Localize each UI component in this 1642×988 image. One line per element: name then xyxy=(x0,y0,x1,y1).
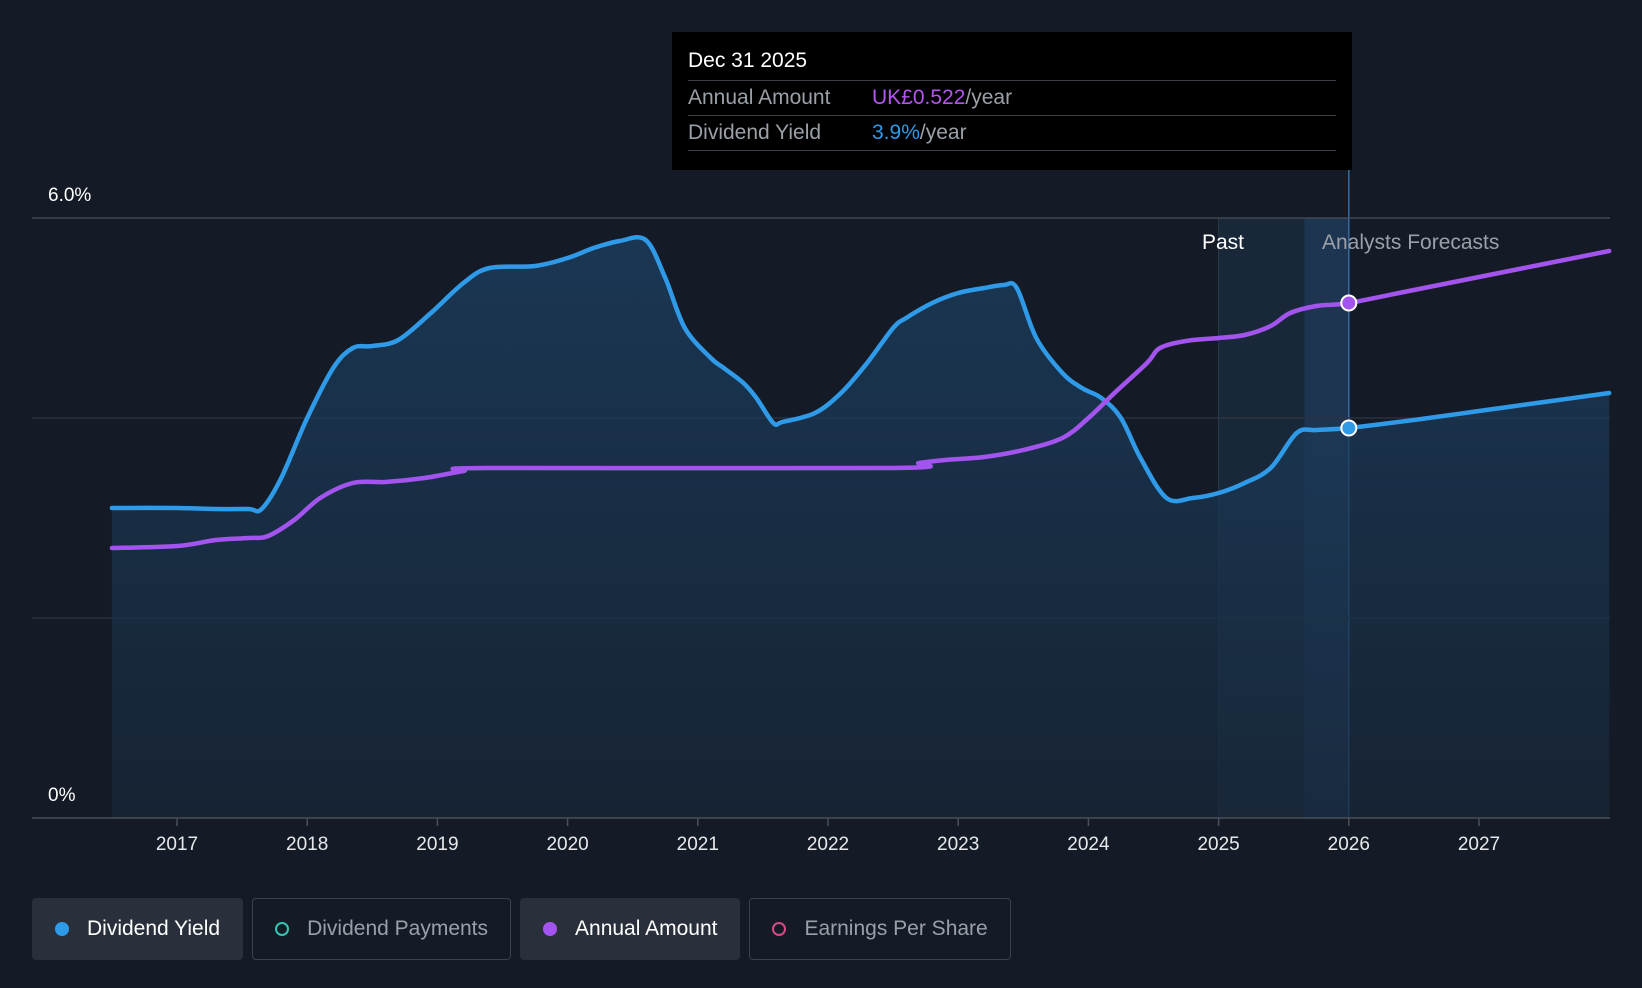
x-tick-label: 2023 xyxy=(937,834,979,855)
x-tick-label: 2022 xyxy=(807,834,849,855)
annual-amount-highlight-point xyxy=(1340,294,1358,312)
chart-legend: Dividend Yield Dividend Payments Annual … xyxy=(32,898,1020,960)
legend-label: Dividend Payments xyxy=(307,917,489,940)
tooltip-key: Annual Amount xyxy=(688,86,831,109)
legend-earnings-per-share[interactable]: Earnings Per Share xyxy=(749,898,1011,960)
tooltip-date: Dec 31 2025 xyxy=(688,46,1336,81)
legend-annual-amount[interactable]: Annual Amount xyxy=(520,898,741,960)
y-tick-label-max: 6.0% xyxy=(48,185,91,206)
legend-dividend-payments[interactable]: Dividend Payments xyxy=(252,898,512,960)
tooltip-unit: /year xyxy=(919,121,967,144)
forecast-region-label: Analysts Forecasts xyxy=(1322,231,1499,254)
x-tick-label: 2020 xyxy=(546,834,588,855)
x-tick-label: 2024 xyxy=(1067,834,1110,855)
x-tick-label: 2019 xyxy=(416,834,458,855)
x-tick-label: 2025 xyxy=(1197,834,1239,855)
legend-label: Earnings Per Share xyxy=(804,917,988,940)
legend-label: Annual Amount xyxy=(575,917,718,940)
x-tick-label: 2026 xyxy=(1328,834,1370,855)
legend-label: Dividend Yield xyxy=(87,917,221,940)
dividend-yield-highlight-point xyxy=(1340,419,1358,437)
tooltip-key: Dividend Yield xyxy=(688,121,822,144)
x-tick-label: 2021 xyxy=(677,834,719,855)
legend-dot-icon xyxy=(543,922,558,936)
legend-dot-icon xyxy=(275,922,290,936)
legend-dot-icon xyxy=(55,922,69,936)
tooltip-row-dividend-yield: Dividend Yield 3.9% /year xyxy=(688,116,1336,151)
tooltip-unit: /year xyxy=(965,86,1013,109)
legend-dividend-yield[interactable]: Dividend Yield xyxy=(32,898,244,960)
legend-dot-icon xyxy=(772,922,787,936)
tooltip-row-annual-amount: Annual Amount UK£0.522 /year xyxy=(688,81,1336,116)
x-tick-label: 2017 xyxy=(156,834,198,855)
y-tick-label-zero: 0% xyxy=(48,785,76,806)
annual-amount-line xyxy=(109,248,1612,551)
tooltip-value: 3.9% xyxy=(872,121,920,144)
x-tick-label: 2018 xyxy=(286,834,328,855)
chart-tooltip: Dec 31 2025 Annual Amount UK£0.522 /year… xyxy=(672,32,1352,170)
past-region-label: Past xyxy=(1202,231,1244,254)
dividend-yield-line xyxy=(109,235,1612,514)
x-tick-label: 2027 xyxy=(1458,834,1500,855)
dividend-yield-area xyxy=(111,237,1610,819)
tooltip-value: UK£0.522 xyxy=(872,86,966,109)
